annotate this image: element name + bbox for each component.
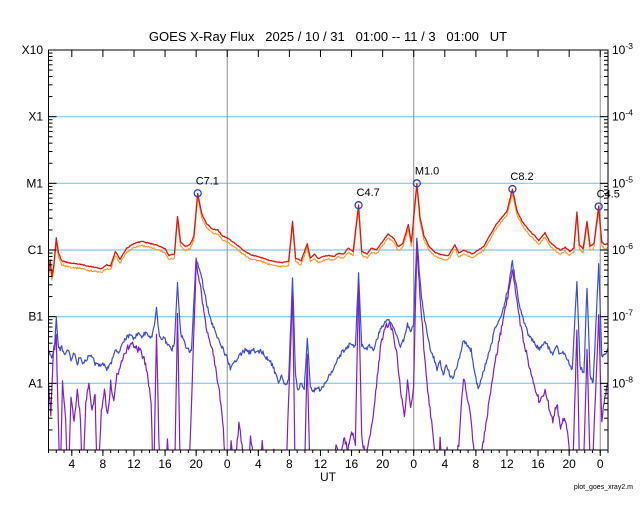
x-tick-label: 16	[531, 457, 545, 471]
flare-marker	[193, 189, 202, 198]
right-axis-label: 10-5	[612, 174, 633, 190]
right-axis-label: 10-8	[612, 374, 633, 390]
flare-marker	[354, 201, 363, 210]
series-short-wavelength-secondary	[48, 240, 608, 450]
x-tick-label: 12	[500, 457, 514, 471]
series-long-wavelength-primary	[48, 183, 608, 278]
x-tick-label: 4	[68, 457, 75, 471]
right-axis-label: 10-6	[612, 241, 633, 257]
flare-label: C8.2	[510, 171, 533, 183]
x-tick-label: 4	[441, 457, 448, 471]
left-axis-label: X10	[22, 43, 44, 57]
flare-label: C4.5	[597, 188, 620, 200]
x-tick-label: 0	[597, 457, 604, 471]
x-tick-label: 8	[473, 457, 480, 471]
series-long-wavelength-secondary	[48, 186, 608, 281]
plot-script-watermark: plot_goes_xray2.m	[574, 484, 633, 491]
x-tick-label: 4	[255, 457, 262, 471]
x-tick-label: 8	[100, 457, 107, 471]
flare-marker	[412, 179, 421, 188]
left-axis-label: C1	[28, 243, 44, 257]
left-axis-label: A1	[28, 376, 43, 390]
x-tick-label: 0	[224, 457, 231, 471]
right-axis-label: 10-7	[612, 308, 633, 324]
x-tick-label: 20	[189, 457, 203, 471]
x-tick-label: 16	[158, 457, 172, 471]
x-tick-label: 0	[410, 457, 417, 471]
series-short-wavelength-primary	[48, 237, 608, 393]
chart-title: GOES X-Ray Flux 2025 / 10 / 31 01:00 -- …	[149, 29, 507, 44]
x-tick-label: 20	[376, 457, 390, 471]
x-tick-label: 12	[314, 457, 328, 471]
series-layer	[48, 183, 608, 450]
flare-label: M1.0	[415, 165, 439, 177]
grid-layer	[48, 50, 608, 450]
left-axis-label: M1	[26, 176, 43, 190]
flare-marker	[594, 202, 603, 211]
x-axis-title: UT	[320, 470, 337, 484]
x-tick-label: 8	[286, 457, 293, 471]
annotation-layer: X10 X1 M1 C1 B1 A1 10-3 10-4 10-5 10-6 10-7 10-8 C7.…	[22, 41, 634, 390]
flare-label: C4.7	[357, 187, 380, 199]
left-axis-label: B1	[28, 310, 43, 324]
right-axis-label: 10-3	[612, 41, 633, 57]
x-tick-label: 12	[127, 457, 141, 471]
flare-label: C7.1	[196, 175, 219, 187]
x-tick-label: 20	[562, 457, 576, 471]
left-axis-label: X1	[28, 110, 43, 124]
right-axis-label: 10-4	[612, 108, 633, 124]
axes-layer: 4 8 12 16 20 0 4 8 12 16 20 0 4 8 12 16 20 0	[48, 49, 609, 471]
flare-marker	[508, 184, 517, 194]
x-tick-label: 16	[345, 457, 359, 471]
